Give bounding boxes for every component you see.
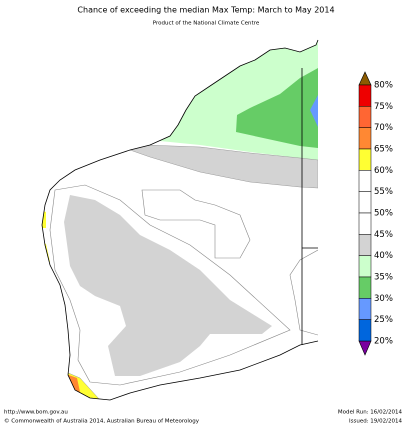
colorbar-swatch	[358, 255, 372, 278]
colorbar-label: 65%	[374, 145, 393, 155]
colorbar-swatch	[358, 84, 372, 107]
colorbar-label: 40%	[374, 251, 393, 261]
colorbar-label: 60%	[374, 166, 393, 176]
region-45-50	[129, 144, 318, 189]
colorbar-swatch	[358, 319, 372, 342]
state-border	[301, 68, 318, 345]
footer-issued: Issued: 19/02/2014	[349, 419, 403, 425]
colorbar-label: 80%	[374, 81, 393, 91]
colorbar-swatch	[358, 106, 372, 128]
colorbar-label: 20%	[374, 337, 393, 347]
colorbar-swatch	[358, 127, 372, 150]
colorbar-label: 75%	[374, 102, 393, 112]
map-title: Chance of exceeding the median Max Temp:…	[77, 6, 334, 15]
coastline	[41, 39, 319, 401]
colorbar-swatch	[358, 298, 372, 320]
colorbar-label: 55%	[374, 187, 393, 197]
colorbar-swatch	[358, 148, 372, 171]
footer-url: http://www.bom.gov.au	[4, 410, 68, 416]
colorbar-label: 30%	[374, 294, 393, 304]
footer-copyright: © Commonwealth of Australia 2014, Austra…	[4, 418, 200, 425]
footer-model-run: Model Run: 16/02/2014	[338, 410, 403, 416]
colorbar-label: 70%	[374, 123, 393, 133]
colorbar-label: 45%	[374, 230, 393, 240]
colorbar-swatch	[358, 191, 372, 214]
region-25-30	[310, 95, 318, 127]
colorbar: 80% 75% 70% 65% 60% 55% 50% 45% 40% 35% 30% 25% 20%	[358, 71, 393, 356]
colorbar-swatch	[358, 234, 372, 256]
region-30-35	[236, 68, 318, 148]
colorbar-swatch	[358, 212, 372, 235]
colorbar-label: 50%	[374, 209, 393, 219]
map-subtitle: Product of the National Climate Centre	[153, 21, 260, 27]
colorbar-label: 25%	[374, 315, 393, 325]
map	[41, 39, 319, 401]
colorbar-swatch	[358, 170, 372, 192]
colorbar-swatch	[358, 276, 372, 299]
region-45-50	[64, 195, 272, 376]
colorbar-label: 35%	[374, 273, 393, 283]
